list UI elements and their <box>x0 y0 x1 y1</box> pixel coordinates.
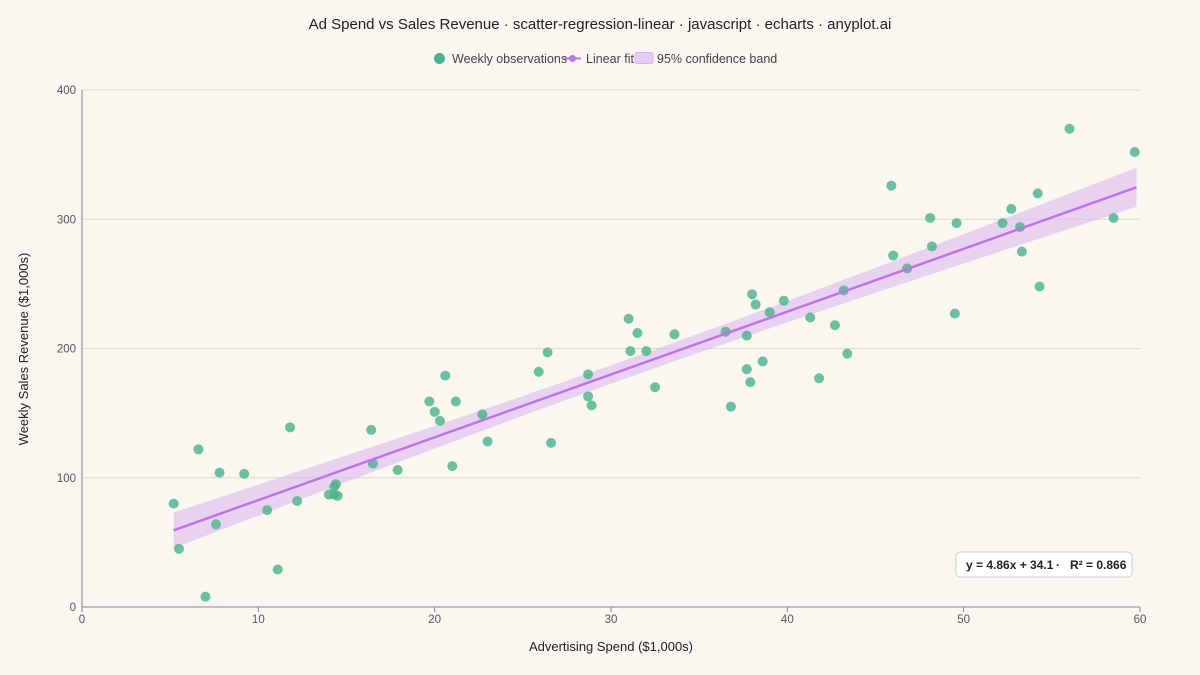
data-point <box>292 496 303 507</box>
legend[interactable]: Weekly observations Linear fit 95% confi… <box>434 52 777 66</box>
data-point <box>632 327 643 338</box>
data-point <box>951 218 962 229</box>
data-point <box>757 356 768 367</box>
data-point <box>925 212 936 223</box>
data-point <box>239 468 250 479</box>
data-point <box>424 396 435 407</box>
data-point <box>262 505 273 516</box>
data-point <box>173 543 184 554</box>
data-point <box>542 347 553 358</box>
data-point <box>482 436 493 447</box>
data-point <box>211 519 222 530</box>
data-point <box>625 346 636 357</box>
y-tick-label: 200 <box>57 344 76 356</box>
data-point <box>750 299 761 310</box>
gridlines <box>82 89 1140 479</box>
axes <box>81 90 1141 612</box>
y-tick-label: 100 <box>57 473 76 485</box>
data-point <box>669 329 680 340</box>
data-point <box>1108 212 1119 223</box>
data-point <box>641 346 652 357</box>
data-point <box>650 382 661 393</box>
data-point <box>764 307 775 318</box>
data-point <box>285 422 296 433</box>
data-point <box>477 409 488 420</box>
data-point <box>1006 203 1017 214</box>
legend-fit-label: Linear fit <box>586 52 634 66</box>
data-point <box>745 377 756 388</box>
tick-labels: 0 100 200 300 400 0 10 20 30 40 50 60 <box>57 85 1147 626</box>
data-point <box>886 180 897 191</box>
x-tick-label: 10 <box>252 614 265 626</box>
data-point <box>1034 281 1045 292</box>
legend-points-swatch <box>434 53 445 64</box>
data-point <box>200 591 211 602</box>
annotation-box <box>955 551 1133 578</box>
data-point <box>1129 147 1140 158</box>
data-point <box>193 444 204 455</box>
chart-title: Ad Spend vs Sales Revenue · scatter-regr… <box>309 16 892 33</box>
data-point <box>778 295 789 306</box>
data-point <box>546 437 557 448</box>
regression-annotation: y = 4.86x + 34.1 · R² = 0.866 <box>955 551 1133 578</box>
data-point <box>434 415 445 426</box>
data-point <box>814 373 825 384</box>
legend-fit-swatch-dot <box>569 55 576 62</box>
annotation-r2: R² = 0.866 <box>1070 558 1127 572</box>
data-point <box>888 250 899 261</box>
y-tick-label: 300 <box>57 214 76 226</box>
y-tick-label: 0 <box>70 602 76 614</box>
data-point <box>330 479 341 490</box>
legend-band-label: 95% confidence band <box>657 52 777 66</box>
data-point <box>214 467 225 478</box>
x-tick-label: 30 <box>605 614 618 626</box>
data-point <box>725 401 736 412</box>
data-point <box>926 241 937 252</box>
x-tick-label: 40 <box>781 614 794 626</box>
data-point <box>829 320 840 331</box>
data-point <box>440 370 451 381</box>
data-point <box>272 564 283 575</box>
data-point <box>1064 123 1075 134</box>
y-tick-label: 400 <box>57 85 76 97</box>
data-point <box>741 330 752 341</box>
y-axis-label: Weekly Sales Revenue ($1,000s) <box>16 253 31 446</box>
x-tick-label: 0 <box>79 614 85 626</box>
data-point <box>392 464 403 475</box>
data-point <box>168 498 179 509</box>
data-point <box>447 461 458 472</box>
x-axis-label: Advertising Spend ($1,000s) <box>529 639 693 654</box>
data-point <box>1016 246 1027 257</box>
data-point <box>842 348 853 359</box>
data-point <box>583 391 594 402</box>
data-point <box>805 312 816 323</box>
data-point <box>533 366 544 377</box>
legend-points-label: Weekly observations <box>452 52 567 66</box>
annotation-equation: y = 4.86x + 34.1 <box>966 558 1054 572</box>
data-points <box>168 123 1140 602</box>
legend-item-fit[interactable]: Linear fit <box>564 52 634 66</box>
data-point <box>583 369 594 380</box>
x-tick-label: 50 <box>957 614 970 626</box>
data-point <box>747 289 758 300</box>
data-point <box>997 218 1008 229</box>
fit-line-layer <box>173 186 1137 532</box>
data-point <box>623 313 634 324</box>
x-tick-label: 20 <box>428 614 441 626</box>
legend-item-points[interactable]: Weekly observations <box>434 52 567 66</box>
data-point <box>332 490 343 501</box>
data-point <box>450 396 461 407</box>
data-point <box>586 400 597 411</box>
annotation-separator: · <box>1056 558 1060 572</box>
data-point <box>741 364 752 375</box>
data-point <box>429 406 440 417</box>
legend-item-band[interactable]: 95% confidence band <box>634 52 777 66</box>
legend-band-swatch <box>634 52 654 64</box>
data-point <box>949 308 960 319</box>
fit-line <box>173 186 1137 532</box>
x-tick-label: 60 <box>1134 614 1147 626</box>
data-point <box>1032 188 1043 199</box>
data-point <box>366 424 377 435</box>
